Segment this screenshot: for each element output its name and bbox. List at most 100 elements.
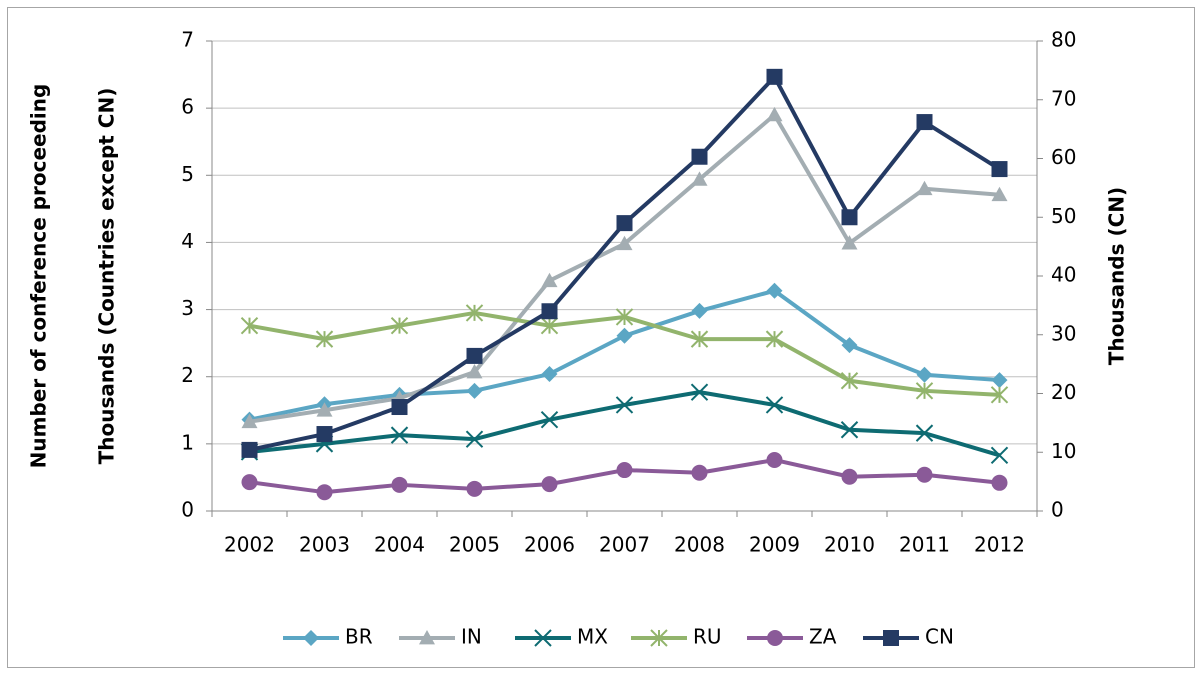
y-axis-title: Number of conference proceeding <box>27 84 51 469</box>
y2-axis-title: Thousands (CN) <box>1105 187 1129 365</box>
y-tick-label: 7 <box>181 28 194 52</box>
legend-label: BR <box>345 625 373 649</box>
y2-tick-label: 20 <box>1051 380 1076 404</box>
marker <box>615 308 634 326</box>
y2-tick-label: 40 <box>1051 263 1076 287</box>
marker <box>465 304 484 322</box>
x-tick-label: 2012 <box>974 533 1025 557</box>
marker <box>766 106 783 122</box>
marker <box>241 441 258 458</box>
marker <box>766 451 783 468</box>
marker <box>991 186 1008 202</box>
marker <box>541 303 558 320</box>
marker <box>240 316 259 335</box>
legend-label: ZA <box>809 625 837 649</box>
marker <box>883 630 899 646</box>
marker <box>419 630 435 645</box>
marker <box>540 410 559 429</box>
marker <box>840 372 859 390</box>
marker <box>691 148 708 165</box>
marker <box>991 474 1008 491</box>
marker <box>316 402 333 417</box>
marker <box>841 235 858 250</box>
marker <box>390 426 409 444</box>
x-tick-label: 2007 <box>599 533 650 557</box>
y2-tick-label: 60 <box>1051 145 1076 169</box>
legend-label: CN <box>925 625 954 649</box>
marker <box>616 327 633 344</box>
marker <box>391 399 408 416</box>
marker <box>466 364 483 379</box>
x-tick-label: 2011 <box>899 533 950 557</box>
y-tick-label: 1 <box>181 430 194 454</box>
chart-border <box>7 7 1195 668</box>
marker <box>841 468 858 485</box>
y-tick-label: 4 <box>181 229 194 253</box>
marker <box>616 235 633 251</box>
x-tick-label: 2003 <box>299 533 350 557</box>
y2-tick-label: 80 <box>1051 28 1076 52</box>
marker <box>991 372 1008 389</box>
marker <box>316 426 333 443</box>
marker <box>615 396 634 414</box>
y-tick-label: 0 <box>181 498 194 522</box>
marker <box>241 413 258 429</box>
marker <box>690 383 709 401</box>
legend-label: RU <box>693 625 722 649</box>
marker <box>303 630 319 646</box>
marker <box>534 629 552 647</box>
marker <box>315 330 334 348</box>
marker <box>690 330 709 348</box>
marker <box>390 316 409 335</box>
marker <box>466 382 483 399</box>
y2-tick-label: 10 <box>1051 439 1076 463</box>
marker <box>466 347 483 364</box>
marker <box>616 215 633 232</box>
y2-tick-label: 0 <box>1051 498 1064 522</box>
y-tick-label: 5 <box>181 162 194 186</box>
x-tick-label: 2006 <box>524 533 575 557</box>
marker <box>767 630 783 646</box>
y2-tick-label: 70 <box>1051 86 1076 110</box>
marker <box>916 180 933 196</box>
x-tick-label: 2009 <box>749 533 800 557</box>
y-tick-label: 3 <box>181 296 194 320</box>
marker <box>840 421 859 439</box>
x-tick-label: 2002 <box>224 533 275 557</box>
marker <box>916 114 933 131</box>
marker <box>541 366 558 383</box>
marker <box>691 464 708 481</box>
marker <box>766 282 783 299</box>
marker <box>766 68 783 85</box>
marker <box>991 161 1008 178</box>
marker <box>841 337 858 354</box>
marker <box>990 446 1009 464</box>
marker <box>990 386 1009 404</box>
marker <box>765 396 784 414</box>
x-tick-label: 2004 <box>374 533 425 557</box>
marker <box>541 272 558 288</box>
x-tick-label: 2005 <box>449 533 500 557</box>
y2-tick-label: 30 <box>1051 321 1076 345</box>
marker <box>465 430 484 448</box>
y2-tick-label: 50 <box>1051 204 1076 228</box>
marker <box>616 462 633 479</box>
marker <box>650 629 668 647</box>
marker <box>466 480 483 497</box>
marker <box>241 474 258 491</box>
y-axis-title: Thousands (Countries except CN) <box>95 88 119 465</box>
marker <box>691 302 708 319</box>
marker <box>316 484 333 501</box>
x-tick-label: 2010 <box>824 533 875 557</box>
marker <box>915 382 934 400</box>
marker <box>915 424 934 442</box>
marker <box>916 366 933 383</box>
marker <box>540 316 559 335</box>
y-tick-label: 6 <box>181 95 194 119</box>
legend-label: MX <box>577 625 608 649</box>
marker <box>391 476 408 493</box>
legend-label: IN <box>461 625 482 649</box>
marker <box>916 466 933 483</box>
marker <box>841 209 858 226</box>
